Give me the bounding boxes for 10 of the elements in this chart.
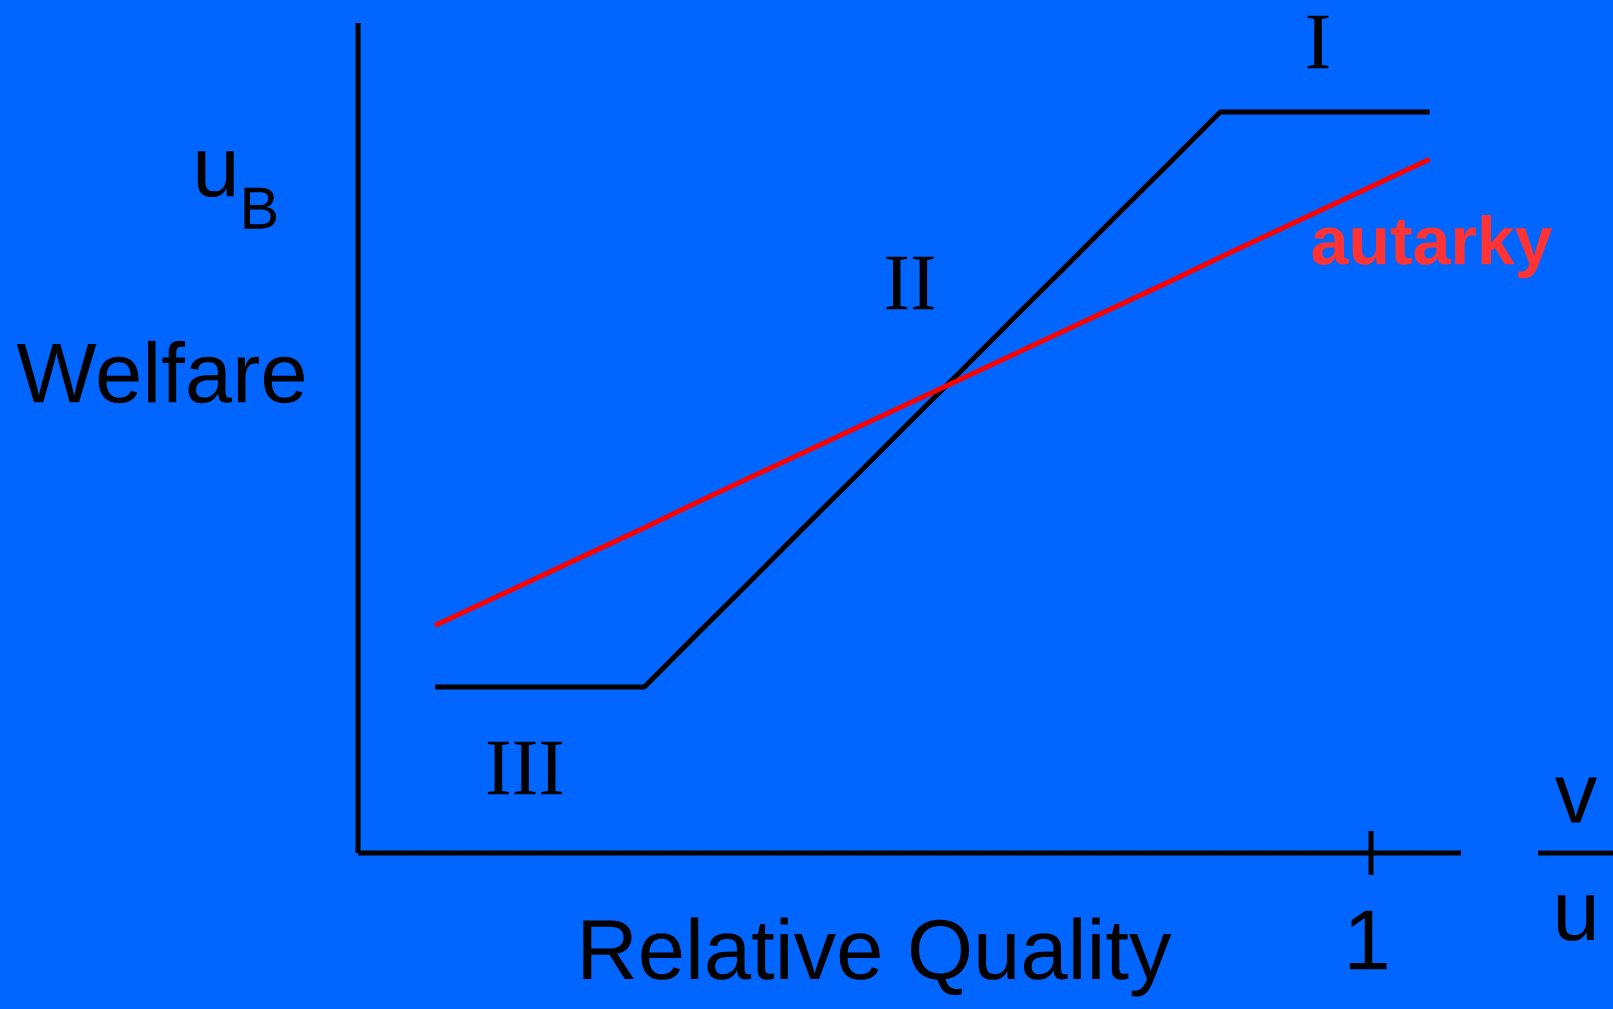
y-axis-title: Welfare [16, 340, 304, 404]
text: I [1307, 15, 1329, 69]
text: v [1555, 777, 1597, 823]
text: 1 [1349, 910, 1387, 970]
series-label: autarky [1312, 214, 1553, 279]
text: u$_{B}$ [197, 151, 277, 229]
annotation: III [487, 741, 563, 795]
x-axis-title: Relative Quality [583, 917, 1172, 997]
annotation: II [886, 256, 934, 310]
text: u [1557, 895, 1595, 941]
